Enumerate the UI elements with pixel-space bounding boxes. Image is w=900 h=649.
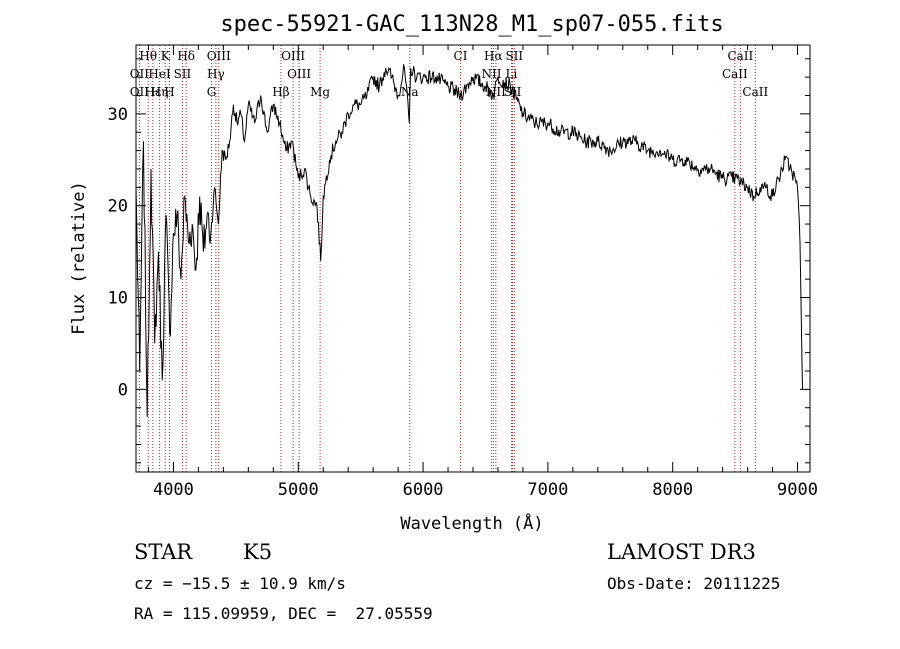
x-tick-label: 8000 bbox=[652, 480, 693, 500]
line-label: OIII bbox=[207, 49, 231, 63]
line-label: H bbox=[164, 85, 174, 99]
line-label: CaII bbox=[727, 49, 753, 63]
x-tick-label: 5000 bbox=[278, 480, 319, 500]
line-label: Hα bbox=[484, 49, 503, 63]
x-tick-label: 6000 bbox=[403, 480, 444, 500]
coordinates-info: RA = 115.09959, DEC = 27.05559 bbox=[134, 604, 433, 623]
object-subclass: K5 bbox=[243, 540, 273, 564]
line-label: K bbox=[161, 49, 171, 63]
spectrum-line bbox=[135, 64, 803, 417]
line-label: CaII bbox=[742, 85, 768, 99]
line-label: G bbox=[207, 85, 217, 99]
chart-title: spec-55921-GAC_113N28_M1_sp07-055.fits bbox=[220, 12, 723, 37]
line-label: OIII bbox=[281, 49, 305, 63]
line-label: Li bbox=[506, 67, 518, 81]
line-label: Hθ bbox=[139, 49, 157, 63]
line-label: NII bbox=[481, 67, 501, 81]
line-label: CI bbox=[454, 49, 468, 63]
line-label: CaII bbox=[722, 67, 748, 81]
x-tick-label: 4000 bbox=[153, 480, 194, 500]
line-label: OII bbox=[130, 67, 150, 81]
line-label: Hη bbox=[151, 85, 169, 99]
y-tick-label: 0 bbox=[118, 380, 128, 400]
line-label: HeI bbox=[148, 67, 171, 81]
line-label: OII bbox=[130, 85, 150, 99]
object-class: STAR bbox=[134, 540, 193, 564]
line-label: Mg bbox=[310, 85, 330, 99]
y-tick-label: 20 bbox=[108, 197, 128, 217]
y-tick-label: 30 bbox=[108, 105, 128, 125]
line-label: Hδ bbox=[177, 49, 195, 63]
line-label: SII bbox=[505, 49, 523, 63]
line-markers bbox=[138, 45, 756, 472]
line-label: Hγ bbox=[207, 67, 225, 81]
x-axis-ticks: 4000 5000 6000 7000 8000 9000 bbox=[147, 45, 818, 500]
line-label: OIII bbox=[287, 67, 311, 81]
observation-date: Obs-Date: 20111225 bbox=[607, 574, 781, 593]
line-label: Hε bbox=[145, 85, 162, 99]
y-axis-label: Flux (relative) bbox=[69, 181, 89, 335]
y-tick-label: 10 bbox=[108, 289, 128, 309]
plot-frame bbox=[135, 44, 811, 473]
line-label: SII bbox=[174, 67, 192, 81]
y-axis-ticks: 0 10 20 30 bbox=[108, 58, 810, 464]
survey-name: LAMOST DR3 bbox=[607, 540, 756, 564]
x-tick-label: 9000 bbox=[777, 480, 818, 500]
x-axis-label: Wavelength (Å) bbox=[400, 512, 543, 534]
x-tick-label: 7000 bbox=[527, 480, 568, 500]
redshift-info: cz = −15.5 ± 10.9 km/s bbox=[134, 574, 346, 593]
line-label: Hβ bbox=[272, 85, 289, 99]
